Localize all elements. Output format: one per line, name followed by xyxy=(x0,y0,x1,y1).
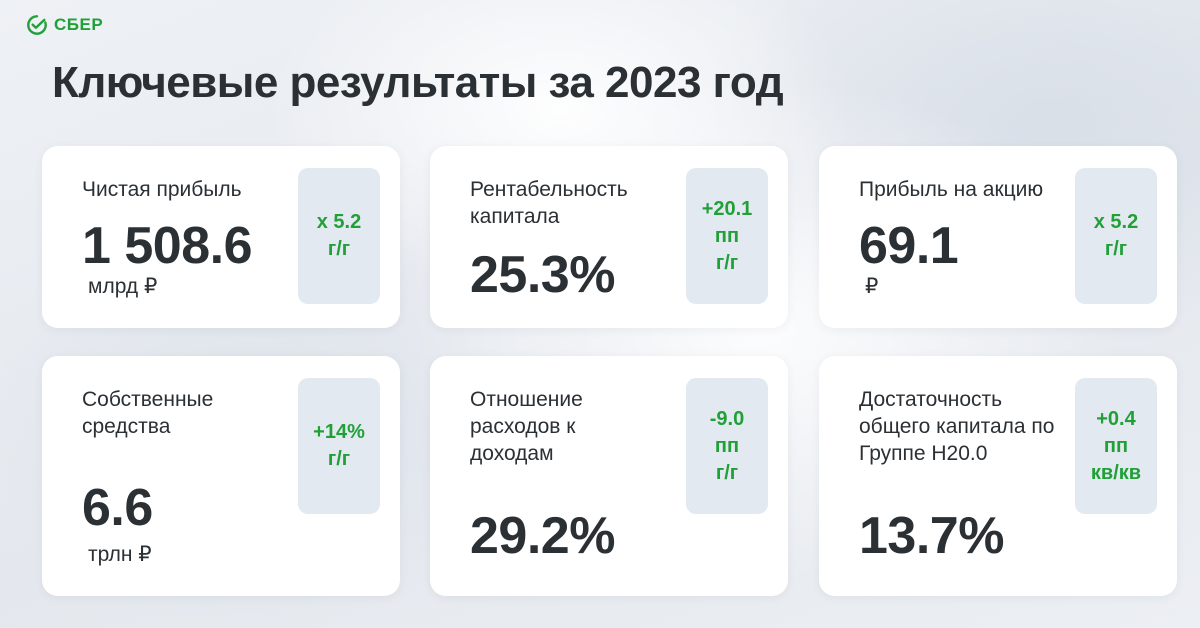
card-value: 6.6 xyxy=(82,479,153,537)
card-value: 1 508.6 xyxy=(82,217,253,275)
change-badge: -9.0 пп г/г xyxy=(686,378,768,514)
card-unit: ₽ xyxy=(865,275,879,298)
card-unit: трлн ₽ xyxy=(88,543,152,566)
badge-line: +14% xyxy=(313,421,365,443)
brand-name: СБЕР xyxy=(54,15,104,34)
card-equity: Собственные средства 6.6 трлн ₽ +14% г/г xyxy=(42,356,400,596)
card-unit: млрд ₽ xyxy=(88,275,158,298)
badge-line: кв/кв xyxy=(1090,461,1142,484)
card-label: Рентабельность капитала xyxy=(470,178,628,228)
change-badge: x 5.2 г/г xyxy=(1075,168,1157,304)
badge-line: г/г xyxy=(327,238,351,260)
badge-line: г/г xyxy=(327,448,351,470)
card-label: Достаточность общего капитала по Группе … xyxy=(859,388,1055,465)
badge-line: x 5.2 xyxy=(316,211,362,233)
change-badge: +20.1 пп г/г xyxy=(686,168,768,304)
badge-line: x 5.2 xyxy=(1093,211,1139,233)
change-badge: +0.4 пп кв/кв xyxy=(1075,378,1157,514)
badge-line: +0.4 xyxy=(1096,407,1136,430)
card-value: 13.7% xyxy=(859,507,1004,565)
badge-line: пп xyxy=(1103,434,1129,457)
sber-logo-icon xyxy=(27,15,47,35)
page-title: Ключевые результаты за 2023 год xyxy=(52,58,784,107)
card-earnings-per-share: Прибыль на акцию 69.1 ₽ x 5.2 г/г xyxy=(819,146,1177,328)
card-net-profit: Чистая прибыль 1 508.6 млрд ₽ x 5.2 г/г xyxy=(42,146,400,328)
card-cost-income-ratio: Отношение расходов к доходам 29.2% -9.0 … xyxy=(430,356,788,596)
change-badge: +14% г/г xyxy=(298,378,380,514)
card-value: 25.3% xyxy=(470,246,615,304)
card-label: Прибыль на акцию xyxy=(859,178,1044,201)
card-label: Собственные средства xyxy=(82,388,214,438)
badge-line: пп xyxy=(714,434,740,457)
badge-line: +20.1 xyxy=(701,197,753,220)
badge-line: -9.0 xyxy=(709,407,745,430)
brand-logo: СБЕР xyxy=(26,14,103,36)
card-label: Чистая прибыль xyxy=(82,178,242,201)
card-value: 69.1 xyxy=(859,217,959,275)
card-return-on-equity: Рентабельность капитала 25.3% +20.1 пп г… xyxy=(430,146,788,328)
card-value: 29.2% xyxy=(470,507,615,565)
badge-line: г/г xyxy=(1104,238,1128,260)
card-label: Отношение расходов к доходам xyxy=(470,388,583,465)
badge-line: г/г xyxy=(715,251,739,274)
card-capital-adequacy: Достаточность общего капитала по Группе … xyxy=(819,356,1177,596)
badge-line: г/г xyxy=(715,461,739,484)
badge-line: пп xyxy=(714,224,740,247)
change-badge: x 5.2 г/г xyxy=(298,168,380,304)
